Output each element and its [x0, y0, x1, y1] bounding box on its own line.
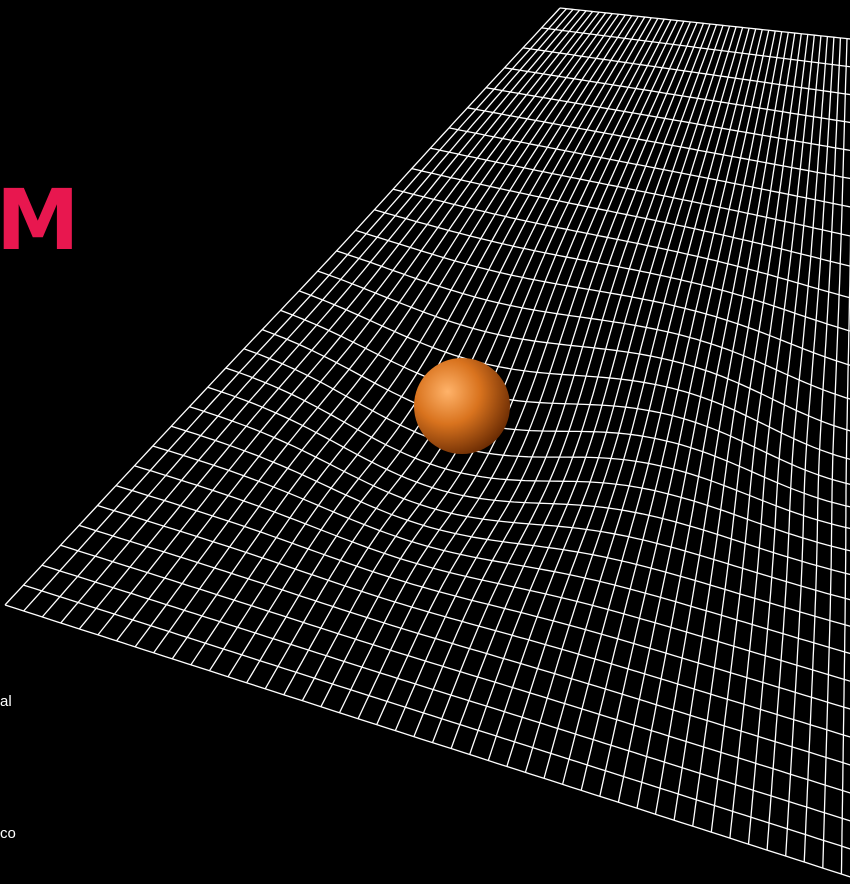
grid-line: [280, 309, 850, 485]
grid-line: [710, 34, 809, 833]
body-text-fragment: al: [0, 693, 12, 710]
grid-line: [822, 38, 848, 869]
grid-line: [41, 564, 850, 822]
grid-line: [469, 25, 724, 755]
grid-line: [60, 544, 850, 794]
grid-line: [78, 10, 587, 630]
grid-line: [134, 465, 850, 682]
grid-line: [152, 445, 850, 655]
grid-line: [4, 7, 561, 606]
grid-line: [4, 604, 850, 878]
grid-line: [506, 26, 737, 767]
headline-fragment: M: [0, 171, 80, 269]
grid-line: [190, 14, 626, 666]
grid-line: [115, 11, 600, 642]
grid-line: [23, 8, 567, 612]
grid-line: [97, 11, 594, 636]
grid-line: [283, 18, 659, 696]
grid-line: [431, 23, 711, 743]
grid-line: [411, 167, 850, 267]
grid-line: [23, 584, 850, 850]
grid-line: [246, 16, 646, 684]
grid-line: [134, 12, 607, 648]
grid-line: [673, 32, 796, 821]
grid-line: [394, 22, 698, 731]
grid-line: [729, 35, 815, 839]
grid-line: [580, 29, 763, 791]
grid-line: [450, 24, 718, 749]
grid-line: [153, 13, 613, 654]
grid-line: [524, 27, 744, 773]
grid-line: [207, 386, 850, 576]
grid-line: [413, 23, 705, 737]
body-text-fragment: co: [0, 825, 16, 842]
grid-line: [261, 328, 850, 508]
grid-line: [357, 20, 685, 719]
grid-line: [208, 15, 633, 672]
grid-line: [320, 19, 672, 707]
grid-line: [171, 13, 620, 660]
grid-line: [766, 36, 829, 851]
grid-line: [803, 37, 842, 863]
grid-line: [840, 231, 850, 875]
grid-line: [692, 33, 802, 827]
grid-line: [189, 406, 850, 601]
grid-line: [376, 21, 691, 725]
grid-line: [467, 107, 850, 180]
grid-line: [654, 32, 789, 815]
grid-line: [338, 20, 678, 713]
grid-line: [747, 35, 822, 845]
grid-line: [636, 31, 783, 809]
grid-line: [561, 28, 757, 785]
grid-line: [617, 30, 776, 803]
grid-line: [60, 9, 581, 624]
sphere: [414, 358, 510, 454]
grid-line: [785, 37, 835, 857]
grid-line: [487, 25, 731, 761]
grid-line: [41, 8, 574, 618]
grid-lines: [4, 7, 850, 878]
grid-line: [430, 147, 850, 237]
grid-line: [543, 28, 750, 779]
grid-line: [599, 30, 770, 797]
